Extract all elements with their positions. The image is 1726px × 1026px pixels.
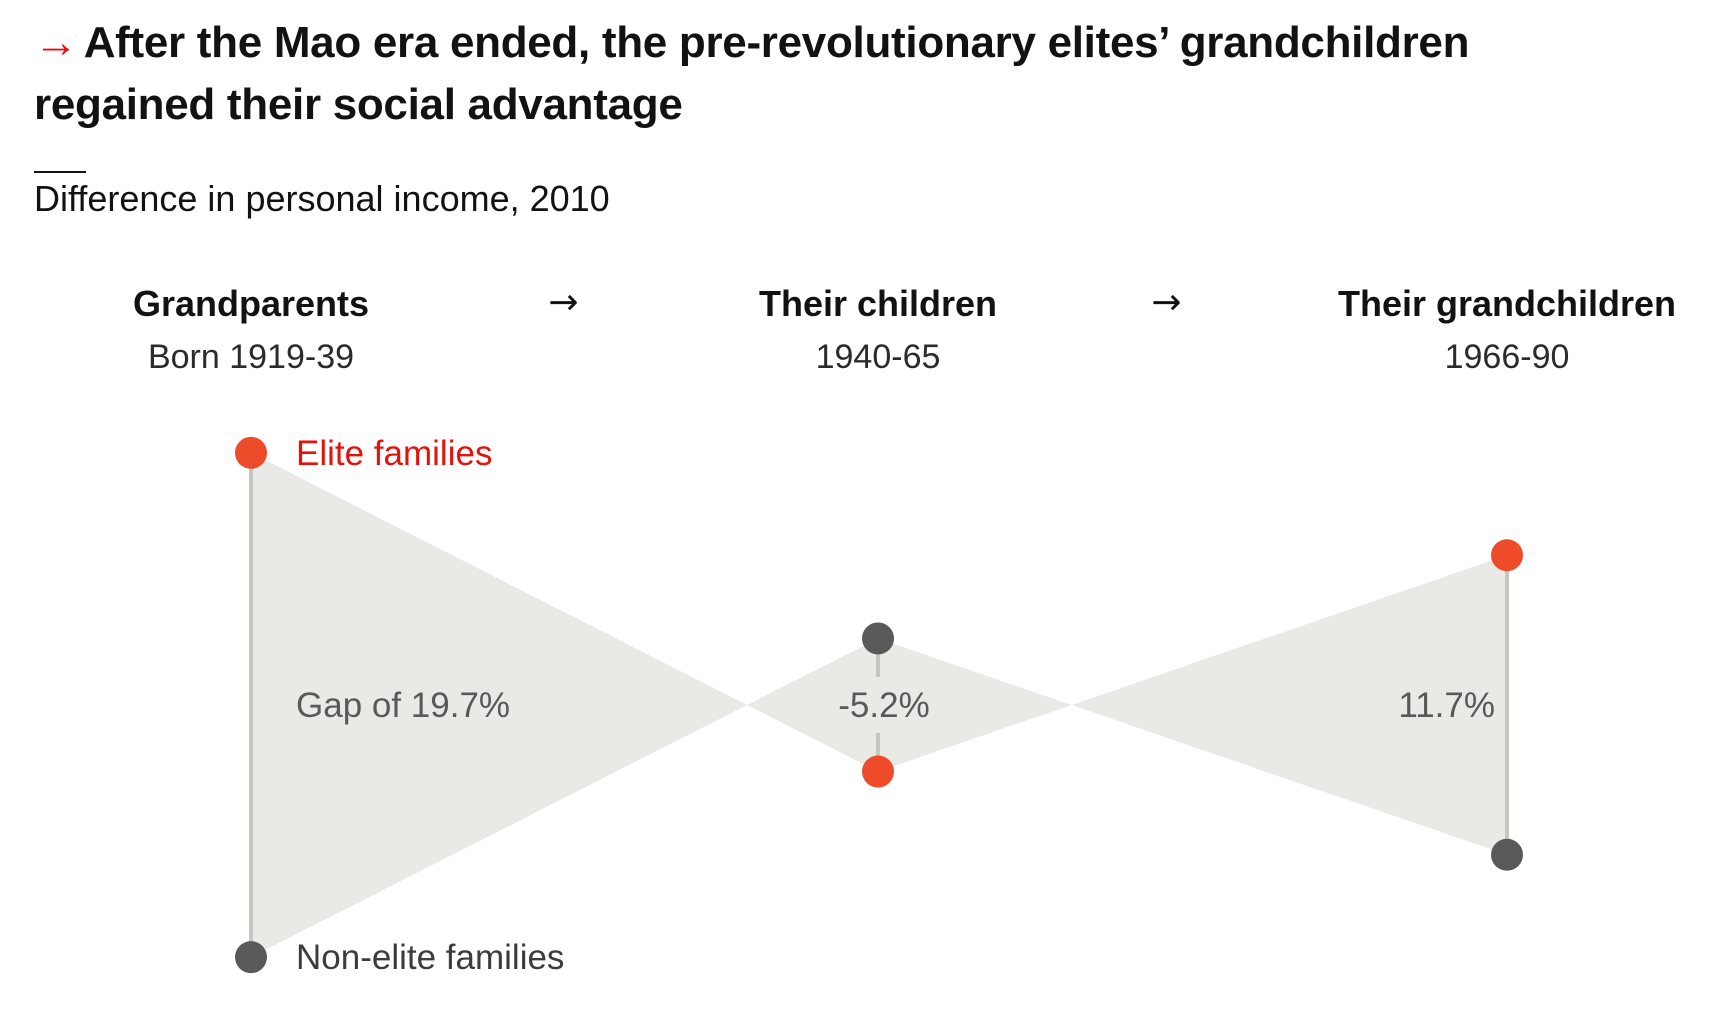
gap-area-children <box>747 638 1072 772</box>
gap-label-grandparents: Gap of 19.7% <box>296 686 510 725</box>
title-text: After the Mao era ended, the pre-revolut… <box>34 18 1470 129</box>
legend-elite-families: Elite families <box>296 434 492 473</box>
chart-title: → After the Mao era ended, the pre-revolu… <box>34 12 1534 136</box>
gap-label-children: -5.2% <box>838 686 929 725</box>
non-elite-dot-grandchildren <box>1491 838 1523 871</box>
column-years-children: 1940-65 <box>816 338 941 376</box>
column-title-grandparents: Grandparents <box>133 283 369 324</box>
subtitle-rule <box>34 171 86 173</box>
chart-subtitle: Difference in personal income, 2010 <box>34 178 610 219</box>
column-arrow-icon-1: → <box>548 282 578 323</box>
gap-label-grandchildren: 11.7% <box>1398 686 1495 725</box>
non-elite-dot-children <box>862 622 894 655</box>
legend-non-elite-families: Non-elite families <box>296 938 564 977</box>
title-arrow-icon: → <box>34 18 78 67</box>
elite-dot-grandparents <box>235 436 267 469</box>
gap-area-grandchildren <box>1071 555 1507 855</box>
elite-dot-children <box>862 755 894 788</box>
gap-area-grandparents <box>251 452 748 958</box>
column-years-grandchildren: 1966-90 <box>1445 338 1570 376</box>
column-years-grandparents: Born 1919-39 <box>148 338 354 376</box>
column-title-grandchildren: Their grandchildren <box>1338 283 1676 324</box>
column-arrow-icon-2: → <box>1151 282 1181 323</box>
column-title-children: Their children <box>759 283 997 324</box>
elite-dot-grandchildren <box>1491 539 1523 572</box>
non-elite-dot-grandparents <box>235 941 267 974</box>
